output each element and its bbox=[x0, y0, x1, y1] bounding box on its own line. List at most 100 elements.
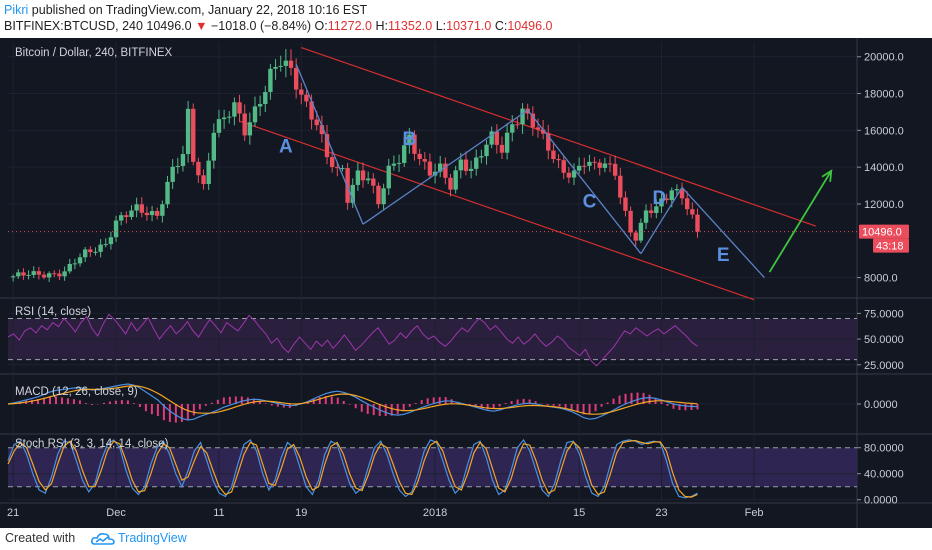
candle-body bbox=[180, 154, 186, 167]
x-tick-label: 2018 bbox=[423, 507, 447, 519]
candle-body bbox=[448, 177, 453, 190]
candle-body bbox=[654, 206, 659, 213]
low-label: L: bbox=[435, 19, 447, 33]
candle-body bbox=[160, 204, 165, 216]
x-tick-label: 15 bbox=[573, 507, 585, 519]
candle-body bbox=[26, 274, 31, 276]
candle-body bbox=[227, 116, 232, 118]
candle-body bbox=[576, 165, 582, 171]
channel-line-upper bbox=[301, 46, 817, 227]
candle-body bbox=[77, 257, 83, 264]
candle-body bbox=[396, 162, 402, 164]
candle-body bbox=[31, 271, 36, 275]
candle-body bbox=[463, 159, 469, 171]
candle-body bbox=[340, 168, 345, 170]
x-tick-label: 11 bbox=[213, 507, 224, 519]
candle-body bbox=[695, 214, 700, 232]
candle-body bbox=[422, 159, 427, 162]
countdown-label: 43:18 bbox=[876, 241, 904, 253]
candle-body bbox=[252, 106, 258, 123]
elliott-wave-line bbox=[527, 109, 642, 255]
candle-body bbox=[170, 166, 175, 182]
candle-body bbox=[196, 161, 201, 176]
candle-body bbox=[149, 211, 155, 216]
candle-body bbox=[144, 212, 150, 216]
candle-body bbox=[129, 210, 134, 217]
stoch-d-line bbox=[7, 439, 698, 498]
candle-body bbox=[618, 175, 623, 198]
projection-arrow-head bbox=[821, 169, 833, 182]
candle-body bbox=[52, 273, 57, 275]
candle-body bbox=[36, 271, 42, 275]
wave-label-c: C bbox=[583, 192, 597, 213]
candle-body bbox=[474, 157, 479, 169]
high-label: H: bbox=[375, 19, 388, 33]
candle-body bbox=[381, 188, 386, 205]
candle-body bbox=[242, 113, 247, 136]
y-tick-label: 75.0000 bbox=[864, 308, 904, 320]
wave-label-d: D bbox=[653, 188, 667, 209]
candle-body bbox=[329, 157, 335, 168]
elliott-wave-line bbox=[640, 187, 683, 255]
y-tick-label: 80.0000 bbox=[864, 443, 904, 455]
candle-body bbox=[93, 251, 98, 253]
candle-body bbox=[489, 131, 494, 145]
candle-body bbox=[324, 134, 330, 158]
candle-body bbox=[602, 163, 608, 168]
candle-body bbox=[41, 274, 47, 278]
candle-body bbox=[535, 127, 541, 130]
candle-body bbox=[175, 166, 180, 168]
candle-body bbox=[345, 168, 350, 203]
x-tick-label: Feb bbox=[745, 507, 764, 519]
rsi-series-line bbox=[7, 313, 698, 367]
y-tick-label: 50.0000 bbox=[864, 334, 904, 346]
wave-label-a: A bbox=[279, 136, 293, 157]
candle-body bbox=[119, 215, 124, 221]
open-value: 11272.0 bbox=[327, 19, 372, 33]
candle-body bbox=[98, 244, 103, 252]
wave-label-b: B bbox=[402, 129, 416, 150]
tradingview-brand[interactable]: TradingView bbox=[118, 531, 187, 545]
pane-title: Bitcoin / Dollar, 240, BITFINEX bbox=[15, 47, 173, 59]
candle-body bbox=[247, 122, 253, 136]
candle-body bbox=[551, 150, 556, 160]
candle-body bbox=[566, 172, 572, 178]
candle-body bbox=[412, 134, 417, 154]
candle-body bbox=[124, 215, 129, 217]
candle-body bbox=[278, 65, 283, 67]
candle-body bbox=[57, 273, 62, 277]
pane-title: RSI (14, close) bbox=[15, 306, 91, 318]
high-value: 11352.0 bbox=[387, 19, 433, 33]
x-tick-label: 19 bbox=[295, 507, 307, 519]
candle-body bbox=[268, 68, 273, 93]
candle-body bbox=[10, 276, 16, 278]
candle-body bbox=[628, 210, 633, 233]
author-name[interactable]: Pikri bbox=[4, 3, 29, 17]
candle-body bbox=[391, 163, 397, 166]
candle-body bbox=[494, 131, 500, 145]
candle-body bbox=[216, 119, 222, 133]
publish-line: Pikri published on TradingView.com, Janu… bbox=[4, 3, 367, 17]
candle-body bbox=[82, 249, 88, 258]
candle-body bbox=[685, 198, 690, 210]
candle-body bbox=[592, 161, 597, 163]
candle-body bbox=[237, 102, 242, 114]
tradingview-cloud-icon bbox=[91, 533, 115, 545]
candle-body bbox=[443, 163, 448, 178]
low-value: 10371.0 bbox=[446, 19, 492, 33]
candle-body bbox=[283, 60, 289, 66]
candle-body bbox=[371, 178, 376, 186]
candle-body bbox=[468, 168, 474, 171]
chart-svg[interactable]: 21 Dec 11 19 2018 15 23 Feb 20000.0 18000.0 16000.… bbox=[0, 38, 932, 528]
y-tick-label: 18000.0 bbox=[864, 89, 904, 101]
chart-frame[interactable]: 21 Dec 11 19 2018 15 23 Feb 20000.0 18000.0 16000.… bbox=[0, 38, 932, 528]
candle-body bbox=[417, 153, 422, 160]
footer: Created with TradingView bbox=[0, 528, 932, 550]
candle-body bbox=[633, 232, 638, 241]
down-arrow-icon: ▼ bbox=[195, 19, 208, 33]
candle-body bbox=[597, 162, 602, 168]
candle-body bbox=[185, 108, 191, 155]
candle-body bbox=[438, 163, 443, 172]
projection-arrow bbox=[768, 170, 833, 273]
candle-body bbox=[88, 249, 93, 253]
